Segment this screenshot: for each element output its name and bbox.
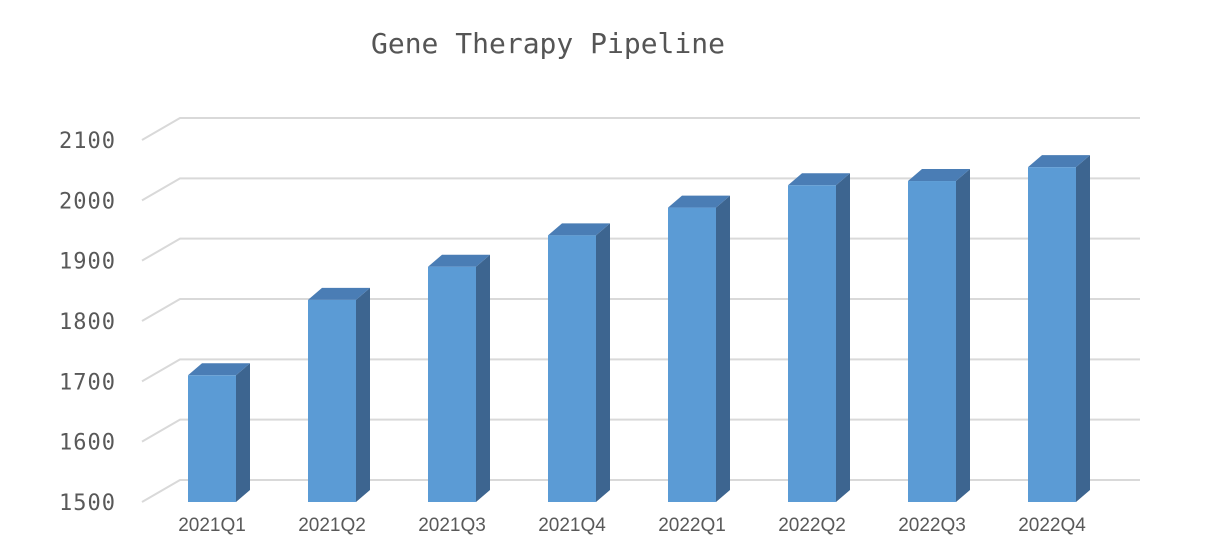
- x-tick-label: 2021Q3: [418, 515, 486, 536]
- bar-side: [476, 254, 490, 502]
- x-axis-ticks: 2021Q1 2021Q2 2021Q3 2021Q4 2022Q1 2022Q2 2022…: [178, 515, 1086, 536]
- gridline: [141, 117, 1140, 141]
- x-tick-label: 2021Q4: [538, 515, 606, 536]
- y-tick-label: 2100: [59, 129, 116, 154]
- y-tick-label: 1900: [59, 250, 116, 275]
- gridline: [141, 298, 1140, 322]
- bar-front: [668, 207, 716, 502]
- bar-side: [956, 169, 970, 502]
- y-axis-ticks: 1500 1600 1700 1800 1900 2000 2100: [59, 129, 116, 516]
- y-tick-label: 1500: [59, 491, 116, 516]
- bar-front: [1028, 167, 1076, 502]
- bar: [908, 169, 970, 502]
- bar-front: [188, 375, 236, 502]
- bar-front: [548, 235, 596, 502]
- gridline: [141, 418, 1140, 443]
- chart-title: Gene Therapy Pipeline: [371, 27, 725, 60]
- bar-top: [788, 173, 850, 186]
- y-tick-label: 1800: [59, 310, 116, 335]
- bar-side: [836, 173, 850, 502]
- bar-top: [308, 287, 370, 300]
- y-tick-label: 1600: [59, 431, 116, 456]
- bar-top: [548, 223, 610, 236]
- bar-top: [1028, 155, 1090, 168]
- bar: [308, 287, 370, 502]
- y-tick-label: 1700: [59, 370, 116, 395]
- bar-side: [236, 363, 250, 502]
- x-tick-label: 2021Q2: [298, 515, 366, 536]
- gridline: [141, 237, 1140, 262]
- gridline: [141, 479, 1140, 503]
- x-tick-label: 2021Q1: [178, 515, 246, 536]
- gridlines: [141, 117, 1140, 503]
- bar-top: [428, 254, 490, 267]
- bar: [188, 363, 250, 502]
- bar-front: [788, 185, 836, 502]
- bar: [548, 223, 610, 502]
- x-tick-label: 2022Q4: [1018, 515, 1086, 536]
- bar-front: [308, 299, 356, 502]
- gridline: [141, 177, 1140, 202]
- bar: [428, 254, 490, 502]
- bar-top: [188, 363, 250, 376]
- x-tick-label: 2022Q3: [898, 515, 966, 536]
- bars: [188, 155, 1090, 502]
- x-tick-label: 2022Q2: [778, 515, 846, 536]
- bar-side: [596, 223, 610, 502]
- bar-top: [668, 195, 730, 208]
- bar-side: [1076, 155, 1090, 502]
- x-tick-label: 2022Q1: [658, 515, 726, 536]
- bar-top: [908, 169, 970, 182]
- bar-front: [428, 266, 476, 502]
- gridline: [141, 358, 1140, 383]
- bar: [1028, 155, 1090, 502]
- bar-side: [356, 287, 370, 502]
- bar: [668, 195, 730, 502]
- bar-side: [716, 195, 730, 502]
- bar: [788, 173, 850, 502]
- bar-front: [908, 181, 956, 502]
- y-tick-label: 2000: [59, 189, 116, 214]
